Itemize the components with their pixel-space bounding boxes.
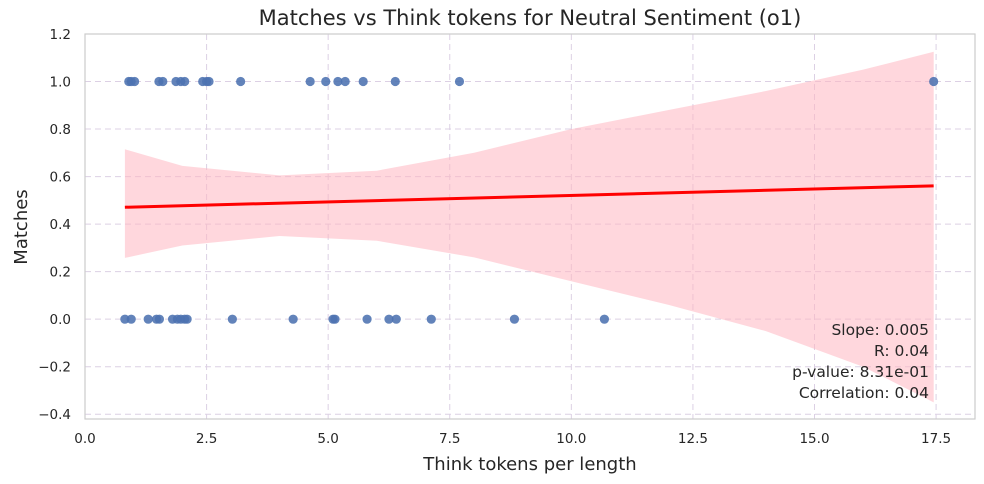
x-tick-label: 15.0 <box>799 431 829 447</box>
stats-r: R: 0.04 <box>874 342 929 360</box>
data-point <box>454 76 465 87</box>
x-tick-label: 12.5 <box>678 431 708 447</box>
y-tick-label: −0.2 <box>38 360 71 376</box>
regression-line-group <box>124 184 934 209</box>
y-tick-label: 0.4 <box>50 217 71 233</box>
x-tick-label: 10.0 <box>556 431 586 447</box>
chart-title: Matches vs Think tokens for Neutral Sent… <box>259 6 802 30</box>
data-point <box>509 314 520 324</box>
data-point <box>143 314 153 324</box>
y-tick-label: 0.8 <box>50 122 71 138</box>
data-point <box>391 314 401 324</box>
data-point <box>384 314 394 324</box>
data-point <box>182 314 192 324</box>
data-point <box>390 76 400 87</box>
y-tick-label: −0.4 <box>38 407 71 423</box>
data-point <box>305 76 315 87</box>
data-point <box>236 76 246 87</box>
data-point <box>130 76 140 87</box>
y-axis-label: Matches <box>11 189 32 264</box>
y-axis-ticks: −0.4 −0.2 0.0 0.2 0.4 0.6 0.8 1.0 1.2 <box>38 27 71 423</box>
x-axis-ticks: 0.0 2.5 5.0 7.5 10.0 12.5 15.0 17.5 <box>74 431 951 447</box>
data-point <box>227 314 237 324</box>
y-tick-label: 1.0 <box>50 75 71 91</box>
x-tick-label: 17.5 <box>921 431 951 447</box>
data-point <box>599 314 610 324</box>
x-tick-label: 7.5 <box>439 431 460 447</box>
x-tick-label: 0.0 <box>74 431 95 447</box>
confidence-band <box>124 51 934 403</box>
x-axis-label: Think tokens per length <box>422 454 636 475</box>
stats-p-value: p-value: 8.31e-01 <box>792 363 929 381</box>
data-point <box>126 314 136 324</box>
data-point <box>358 76 368 87</box>
data-point <box>362 314 372 324</box>
confidence-band-area <box>124 51 934 403</box>
y-tick-label: 0.6 <box>50 170 71 186</box>
y-tick-label: 0.0 <box>50 312 71 328</box>
stats-slope: Slope: 0.005 <box>831 321 929 339</box>
stats-annotation: Slope: 0.005 R: 0.04 p-value: 8.31e-01 C… <box>792 321 929 402</box>
data-points <box>120 76 939 324</box>
stats-correlation: Correlation: 0.04 <box>799 384 929 402</box>
y-tick-label: 1.2 <box>50 27 71 43</box>
data-point <box>929 76 939 87</box>
data-point <box>154 314 165 324</box>
x-tick-label: 5.0 <box>317 431 338 447</box>
data-point <box>158 76 168 87</box>
data-point <box>333 76 343 87</box>
data-point <box>426 314 436 324</box>
regression-line <box>124 184 934 209</box>
data-point <box>180 76 190 87</box>
plot-frame <box>84 33 976 420</box>
data-point <box>321 76 331 87</box>
data-point <box>288 314 298 324</box>
data-point <box>120 314 130 324</box>
y-tick-label: 0.2 <box>50 265 71 281</box>
data-point <box>330 314 340 324</box>
data-point <box>340 76 350 87</box>
data-point <box>204 76 214 87</box>
x-tick-label: 2.5 <box>196 431 217 447</box>
